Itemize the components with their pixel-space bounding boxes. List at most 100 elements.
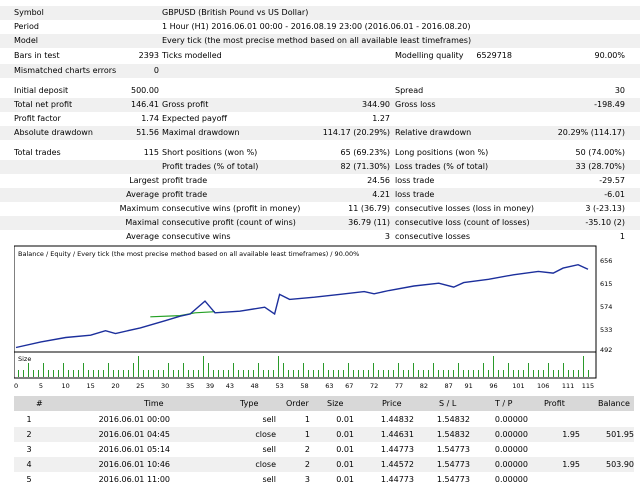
- size-bar: [393, 370, 394, 377]
- table-cell: 1: [304, 415, 310, 424]
- size-bar: [558, 370, 559, 377]
- lp-label: profit trade: [162, 176, 208, 185]
- size-bar: [383, 370, 384, 377]
- size-bar: [133, 363, 134, 377]
- size-bar: [448, 370, 449, 377]
- gross-profit-value: 344.90: [362, 100, 390, 109]
- mcp-value: 36.79 (11): [348, 218, 390, 227]
- size-bar: [588, 370, 589, 377]
- size-bar: [453, 370, 454, 377]
- row-symbol: Symbol GBPUSD (British Pound vs US Dolla…: [0, 6, 640, 20]
- size-bar: [543, 370, 544, 377]
- table-cell: 1.44773: [380, 445, 414, 454]
- mismatch-label: Mismatched charts errors: [14, 66, 117, 75]
- size-bar: [193, 370, 194, 377]
- table-cell: 1.95: [562, 460, 580, 469]
- size-bar: [263, 370, 264, 377]
- x-tick-label: 25: [136, 382, 144, 390]
- size-bar: [138, 356, 139, 377]
- table-cell: 1.54773: [436, 460, 470, 469]
- table-cell: 0.00000: [494, 430, 528, 439]
- table-cell: 2: [26, 430, 32, 439]
- size-bar: [538, 370, 539, 377]
- largest-label: Largest: [129, 176, 159, 185]
- size-bar: [368, 370, 369, 377]
- size-bar: [468, 370, 469, 377]
- x-tick-label: 115: [582, 382, 594, 390]
- size-bar: [58, 370, 59, 377]
- balance-chart: Balance / Equity / Every tick (the most …: [14, 245, 612, 354]
- size-bar: [253, 370, 254, 377]
- ap-label: profit trade: [162, 190, 208, 199]
- pf-label: Profit factor: [14, 114, 61, 123]
- size-bar: [68, 370, 69, 377]
- table-cell: close: [255, 430, 276, 439]
- x-tick-label: 39: [206, 382, 214, 390]
- al-value: -6.01: [604, 190, 625, 199]
- x-tick-label: 82: [420, 382, 428, 390]
- col-header-num: #: [36, 399, 43, 408]
- net-value: 146.41: [131, 100, 159, 109]
- size-bar: [318, 370, 319, 377]
- y-tick-label: 533: [600, 326, 612, 334]
- size-bar: [408, 370, 409, 377]
- size-bar: [483, 363, 484, 377]
- size-bar: [223, 370, 224, 377]
- size-bar: [358, 370, 359, 377]
- size-bar: [323, 363, 324, 377]
- size-bar: [463, 370, 464, 377]
- row-average-consecutive: Average consecutive wins 3 consecutive l…: [0, 230, 640, 244]
- table-cell: 1.44572: [380, 460, 414, 469]
- size-bar: [33, 370, 34, 377]
- size-bar: [248, 370, 249, 377]
- spread-label: Spread: [395, 86, 424, 95]
- size-bar: [493, 356, 494, 377]
- table-cell: close: [255, 460, 276, 469]
- size-bar: [438, 370, 439, 377]
- size-bar: [578, 370, 579, 377]
- table-cell: 1.95: [562, 430, 580, 439]
- ticks-label: Ticks modelled: [162, 51, 222, 60]
- size-bar: [118, 370, 119, 377]
- row-trades: Total trades 115 Short positions (won %)…: [0, 146, 640, 160]
- table-cell: 2016.06.01 04:45: [98, 430, 170, 439]
- size-bar: [503, 370, 504, 377]
- row-model: Model Every tick (the most precise metho…: [0, 34, 640, 48]
- x-tick-label: 96: [489, 382, 497, 390]
- size-bar: [418, 370, 419, 377]
- size-bar: [398, 363, 399, 377]
- acl-value: 1: [619, 232, 625, 241]
- acw-label: consecutive wins: [162, 232, 231, 241]
- size-bar: [403, 370, 404, 377]
- size-bar: [313, 370, 314, 377]
- ap-value: 4.21: [372, 190, 390, 199]
- average-label: Average: [126, 190, 159, 199]
- table-cell: 2: [304, 445, 310, 454]
- size-bar: [268, 370, 269, 377]
- size-panel: Size: [14, 352, 597, 379]
- x-tick-label: 35: [186, 382, 194, 390]
- col-header-sl: S / L: [439, 399, 457, 408]
- pf-value: 1.74: [141, 114, 159, 123]
- size-bar: [308, 370, 309, 377]
- x-tick-label: 48: [251, 382, 259, 390]
- size-bar: [333, 370, 334, 377]
- size-bar: [158, 370, 159, 377]
- table-cell: 503.90: [606, 460, 634, 469]
- short-value: 65 (69.23%): [340, 148, 390, 157]
- al-label: loss trade: [395, 190, 435, 199]
- size-bar: [113, 370, 114, 377]
- row-pf: Profit factor 1.74 Expected payoff 1.27: [0, 112, 640, 126]
- table-cell: 1.54773: [436, 445, 470, 454]
- size-bar: [283, 363, 284, 377]
- rel-dd-value: 20.29% (114.17): [557, 128, 625, 137]
- ltrades-label: Loss trades (% of total): [395, 162, 489, 171]
- y-tick-label: 615: [600, 280, 612, 288]
- size-bar: [103, 370, 104, 377]
- balance-line: [15, 263, 589, 349]
- size-bar: [288, 370, 289, 377]
- table-row: 2 2016.06.01 04:45 close 1 0.01 1.44631 1.5483…: [14, 427, 634, 442]
- y-tick-label: 656: [600, 257, 612, 265]
- size-bar: [213, 370, 214, 377]
- table-cell: 0.01: [336, 415, 354, 424]
